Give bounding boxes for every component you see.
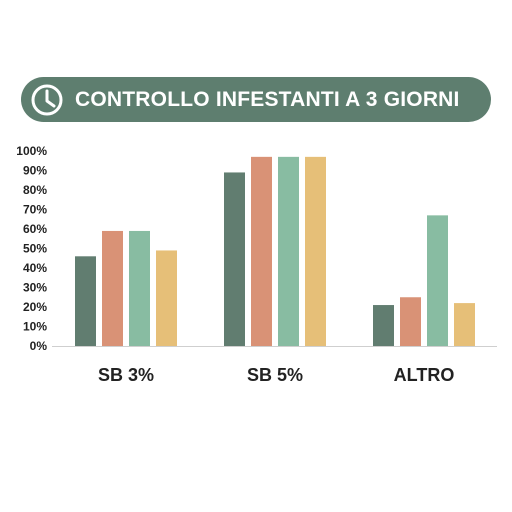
bar-1-series-4 [156, 250, 177, 346]
bars [75, 156, 475, 346]
bar-2-series-2 [251, 156, 272, 346]
bar-1-series-3 [129, 230, 150, 346]
chart-title-banner: CONTROLLO INFESTANTI A 3 GIORNI [21, 77, 491, 122]
y-tick-label: 60% [23, 222, 47, 236]
bar-3-series-3 [427, 215, 448, 346]
y-tick-label: 20% [23, 300, 47, 314]
y-tick-label: 50% [23, 242, 47, 256]
bar-2-series-3 [278, 156, 299, 346]
bar-3-series-1 [373, 305, 394, 346]
y-tick-label: 30% [23, 281, 47, 295]
x-axis-labels: SB 3% SB 5% ALTRO [98, 365, 454, 385]
bar-1-series-2 [102, 230, 123, 346]
x-category-label: ALTRO [394, 365, 455, 385]
bar-3-series-4 [454, 303, 475, 346]
chart-title: CONTROLLO INFESTANTI A 3 GIORNI [75, 87, 460, 111]
y-tick-label: 70% [23, 203, 47, 217]
bar-3-series-2 [400, 297, 421, 346]
y-tick-label: 0% [30, 339, 48, 353]
y-tick-label: 100% [16, 144, 47, 158]
x-category-label: SB 3% [98, 365, 154, 385]
bar-1-series-1 [75, 256, 96, 346]
clock-icon [31, 84, 63, 115]
y-tick-label: 80% [23, 183, 47, 197]
x-category-label: SB 5% [247, 365, 303, 385]
y-axis-ticks: 0% 10% 20% 30% 40% 50% 60% 70% 80% 90% 100% [16, 144, 47, 353]
y-tick-label: 10% [23, 320, 47, 334]
bar-2-series-1 [224, 172, 245, 346]
bar-2-series-4 [305, 156, 326, 346]
y-tick-label: 40% [23, 261, 47, 275]
y-tick-label: 90% [23, 164, 47, 178]
